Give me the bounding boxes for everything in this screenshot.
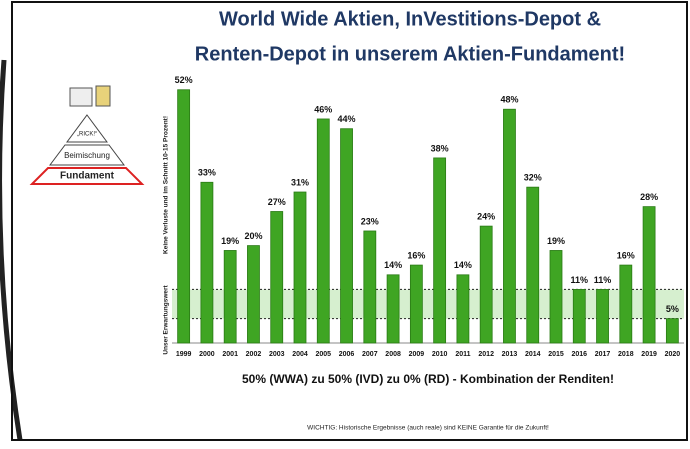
bar [363,230,377,344]
x-tick-label: 2006 [339,351,355,358]
bar [503,108,516,344]
pyramid-label: Beimischung [64,151,110,160]
x-tick-label: 2002 [246,351,262,358]
value-label: 14% [454,260,472,270]
x-tick-label: 2014 [525,351,541,358]
value-label: 23% [361,216,379,226]
x-tick-label: 2001 [222,351,238,358]
x-tick-label: 2003 [269,351,285,358]
value-label: 33% [198,168,216,178]
pyramid-middle [49,144,125,166]
value-label: 31% [291,177,309,187]
x-tick-label: 2015 [548,351,564,358]
x-tick-label: 2012 [478,351,494,358]
value-label: 24% [477,211,495,221]
value-label: 16% [617,250,635,260]
value-label: 28% [640,192,658,202]
bar [665,318,679,344]
bar [596,289,609,344]
x-tick-label: 2017 [595,351,611,358]
x-tick-label: 2013 [502,351,518,358]
x-tick-label: 2009 [409,351,425,358]
x-tick-label: 2000 [199,351,215,358]
caption: 50% (WWA) zu 50% (IVD) zu 0% (RD) - Komb… [242,372,614,386]
x-tick-label: 2005 [315,351,331,358]
axis-note: Unser Erwartungswert [163,284,170,354]
value-label: 44% [338,114,356,124]
bar [409,264,423,344]
bar [549,250,563,344]
pyramid-label: Fundament [60,171,115,182]
value-label: 48% [500,95,518,105]
x-tick-label: 2020 [665,351,681,358]
value-label: 14% [384,260,402,270]
pyramid-top [66,114,108,143]
bar [456,274,470,344]
x-tick-label: 2011 [455,351,470,358]
bar [200,181,214,344]
bar [293,191,307,344]
pyramid-icon [95,85,111,107]
bar [177,89,191,344]
value-label: 5% [666,304,679,314]
pyramid: „RICK!“ Beimischung Fundament [29,85,145,185]
bar [619,264,633,344]
x-tick-label: 1999 [176,351,192,358]
bar [572,289,586,344]
pyramid-bottom [29,167,145,185]
bar [642,206,656,344]
chart-title: World Wide Aktien, InVestitions-Depot & [219,8,601,30]
x-tick-label: 2004 [292,351,308,358]
axis-note: Keine Verluste und im Schnitt 10-15 Proz… [163,116,170,254]
x-tick-label: 2019 [641,351,657,358]
x-tick-label: 2008 [385,351,401,358]
bar [270,211,284,344]
value-label: 46% [314,104,332,114]
value-label: 16% [407,250,425,260]
pyramid-icon [69,87,93,107]
value-label: 32% [524,173,542,183]
bar [223,250,237,344]
bar [247,245,260,344]
value-label: 38% [431,143,449,153]
frame [11,1,688,441]
bar [526,186,540,344]
value-label: 20% [244,231,262,241]
bar [340,128,353,344]
bar [479,225,493,344]
value-label: 19% [221,236,239,246]
bar [316,118,330,344]
value-label: 11% [571,275,589,285]
value-label: 52% [175,75,193,85]
x-tick-label: 2018 [618,351,634,358]
bar [386,274,400,344]
value-label: 27% [268,197,286,207]
chart-title: Renten-Depot in unserem Aktien-Fundament… [195,43,625,65]
x-tick-label: 2007 [362,351,378,358]
pyramid-label: „RICK!“ [77,132,97,138]
footnote: WICHTIG: Historische Ergebnisse (auch re… [307,425,549,432]
value-label: 19% [547,236,565,246]
x-tick-label: 2016 [571,351,587,358]
x-tick-label: 2010 [432,351,448,358]
bar [433,157,447,344]
value-label: 11% [594,275,612,285]
